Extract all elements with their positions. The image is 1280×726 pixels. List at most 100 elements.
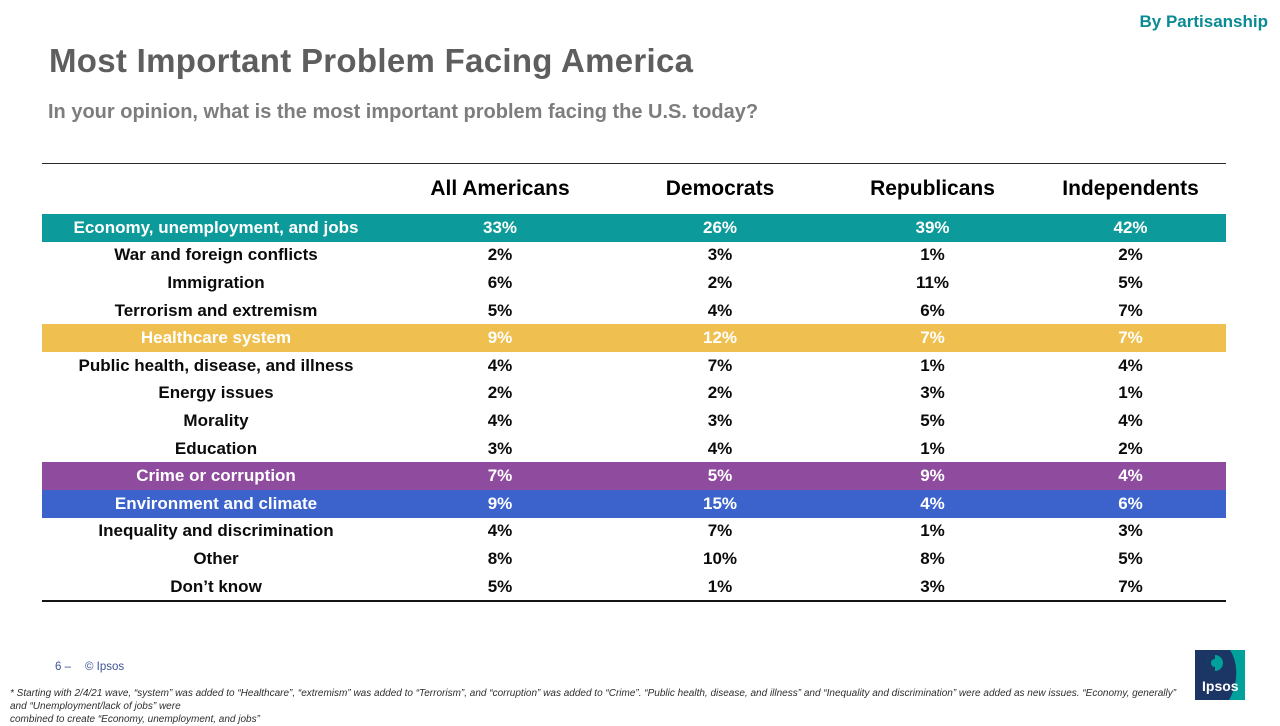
- row-value: 5%: [1118, 548, 1143, 568]
- row-value: 9%: [920, 466, 945, 486]
- row-label: Other: [193, 548, 239, 568]
- table-header-row: All Americans Democrats Republicans Inde…: [42, 164, 1226, 214]
- row-value: 7%: [707, 521, 733, 541]
- row-value: 3%: [707, 410, 733, 430]
- row-label: Economy, unemployment, and jobs: [73, 217, 359, 237]
- row-value: 7%: [1118, 328, 1143, 348]
- row-value: 10%: [702, 548, 738, 568]
- row-value: 5%: [487, 576, 513, 596]
- row-value: 6%: [920, 300, 945, 320]
- table-row: Education 3% 4% 1% 2%: [42, 435, 1226, 463]
- table-body: Economy, unemployment, and jobs 33% 26% 39%…: [42, 214, 1226, 600]
- column-header-all-americans: All Americans: [430, 177, 570, 200]
- row-value: 8%: [487, 548, 513, 568]
- row-value: 4%: [1118, 355, 1143, 375]
- row-value: 42%: [1113, 217, 1148, 237]
- row-value: 1%: [1118, 383, 1143, 403]
- row-label: Immigration: [167, 272, 265, 292]
- ipsos-logo-text: Ipsos: [1202, 678, 1239, 694]
- ipsos-logo-icon: Ipsos: [1195, 650, 1245, 700]
- row-value: 7%: [1118, 300, 1143, 320]
- row-label: Education: [174, 438, 258, 458]
- row-value: 5%: [487, 300, 513, 320]
- row-value: 39%: [915, 217, 950, 237]
- row-value: 6%: [487, 272, 513, 292]
- row-value: 2%: [707, 272, 733, 292]
- row-value: 7%: [1118, 576, 1143, 596]
- row-value: 11%: [915, 272, 950, 292]
- ipsos-logo: Ipsos: [1195, 650, 1245, 700]
- row-value: 4%: [1118, 466, 1143, 486]
- table-row: Economy, unemployment, and jobs 33% 26% 39%…: [42, 214, 1226, 242]
- page-title: Most Important Problem Facing America: [49, 42, 694, 79]
- row-value: 4%: [487, 355, 513, 375]
- page-footer: 6 – © Ipsos: [55, 661, 124, 673]
- row-value: 3%: [707, 245, 733, 265]
- row-label: Inequality and discrimination: [98, 521, 334, 541]
- row-label: Crime or corruption: [136, 466, 296, 486]
- row-value: 2%: [487, 245, 513, 265]
- row-label: Public health, disease, and illness: [78, 355, 354, 375]
- column-header-independents: Independents: [1062, 177, 1199, 200]
- table-row: Crime or corruption 7% 5% 9% 4%: [42, 462, 1226, 490]
- column-header-democrats: Democrats: [665, 177, 775, 200]
- row-value: 33%: [482, 217, 518, 237]
- row-label: Environment and climate: [114, 493, 318, 513]
- row-value: 2%: [487, 383, 513, 403]
- row-value: 7%: [920, 328, 945, 348]
- row-label: Terrorism and extremism: [114, 300, 318, 320]
- row-value: 1%: [920, 245, 945, 265]
- row-label: Healthcare system: [140, 328, 292, 348]
- row-label: Don’t know: [170, 576, 262, 596]
- partisanship-badge: By Partisanship: [1139, 12, 1269, 31]
- row-value: 6%: [1118, 493, 1143, 513]
- row-value: 3%: [920, 576, 945, 596]
- row-value: 15%: [702, 493, 738, 513]
- footnote: * Starting with 2/4/21 wave, “system” wa…: [10, 687, 1190, 726]
- table-row: Terrorism and extremism 5% 4% 6% 7%: [42, 297, 1226, 325]
- row-value: 3%: [487, 438, 513, 458]
- row-value: 2%: [1118, 245, 1143, 265]
- table-row: Environment and climate 9% 15% 4% 6%: [42, 489, 1226, 518]
- row-label: War and foreign conflicts: [114, 245, 318, 265]
- row-value: 1%: [707, 576, 733, 596]
- row-value: 4%: [707, 438, 733, 458]
- row-value: 9%: [487, 493, 513, 513]
- row-label: Energy issues: [158, 383, 274, 403]
- table-row: War and foreign conflicts 2% 3% 1% 2%: [42, 242, 1226, 270]
- row-value: 5%: [1118, 272, 1143, 292]
- row-value: 4%: [1118, 410, 1143, 430]
- row-value: 1%: [920, 355, 945, 375]
- row-value: 2%: [1118, 438, 1143, 458]
- row-value: 12%: [702, 328, 738, 348]
- row-value: 7%: [487, 466, 513, 486]
- table-row: Immigration 6% 2% 11% 5%: [42, 269, 1226, 297]
- row-value: 7%: [707, 355, 733, 375]
- table-row: Inequality and discrimination 4% 7% 1% 3%: [42, 518, 1226, 546]
- row-value: 4%: [487, 410, 513, 430]
- row-value: 5%: [920, 410, 945, 430]
- table-row: Healthcare system 9% 12% 7% 7%: [42, 324, 1226, 352]
- table-row: Other 8% 10% 8% 5%: [42, 545, 1226, 573]
- row-value: 1%: [920, 438, 945, 458]
- row-value: 3%: [1118, 521, 1143, 541]
- table-row: Public health, disease, and illness 4% 7% 1…: [42, 352, 1226, 380]
- row-value: 4%: [487, 521, 513, 541]
- row-value: 1%: [920, 521, 945, 541]
- row-value: 2%: [707, 383, 733, 403]
- row-value: 4%: [707, 300, 733, 320]
- data-table: All Americans Democrats Republicans Inde…: [42, 163, 1226, 603]
- table-row: Don’t know 5% 1% 3% 7%: [42, 573, 1226, 601]
- column-header-republicans: Republicans: [870, 177, 995, 200]
- page-subtitle: In your opinion, what is the most import…: [48, 101, 759, 123]
- row-value: 9%: [487, 328, 513, 348]
- table-row: Morality 4% 3% 5% 4%: [42, 407, 1226, 435]
- table-row: Energy issues 2% 2% 3% 1%: [42, 380, 1226, 408]
- copyright-text: © Ipsos: [85, 661, 125, 673]
- page-number: 6 –: [55, 661, 71, 673]
- row-value: 5%: [707, 466, 733, 486]
- row-value: 3%: [920, 383, 945, 403]
- row-label: Morality: [183, 410, 249, 430]
- footnote-line-1: * Starting with 2/4/21 wave, “system” wa…: [10, 688, 1177, 712]
- row-value: 26%: [702, 217, 738, 237]
